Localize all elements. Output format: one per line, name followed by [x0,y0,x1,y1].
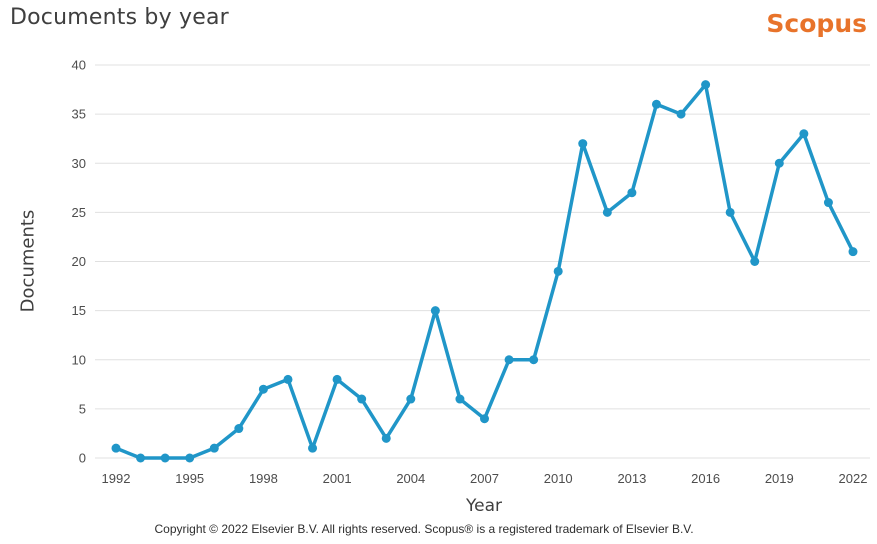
x-tick-label: 2022 [839,471,868,486]
x-tick-label: 1998 [249,471,278,486]
data-point[interactable] [651,99,661,109]
data-point[interactable] [430,306,440,316]
x-tick-label: 1995 [175,471,204,486]
data-point[interactable] [308,443,318,453]
y-tick-label: 30 [72,156,86,171]
data-point[interactable] [381,433,391,443]
data-point[interactable] [602,207,612,217]
x-tick-label: 2010 [544,471,573,486]
data-point[interactable] [160,453,170,463]
data-point[interactable] [480,414,489,424]
x-tick-label: 2001 [323,471,352,486]
data-point[interactable] [725,207,735,217]
data-point[interactable] [504,355,514,365]
data-point[interactable] [799,129,809,139]
data-point[interactable] [848,247,858,257]
x-tick-label: 2004 [396,471,425,486]
y-tick-label: 20 [72,254,86,269]
x-tick-label: 2016 [691,471,720,486]
y-tick-label: 25 [72,205,86,220]
data-point[interactable] [823,198,833,208]
series-line [114,82,855,460]
scopus-logo[interactable]: Scopus [766,9,867,38]
x-tick-label: 2019 [765,471,794,486]
y-tick-label: 5 [79,401,86,416]
copyright-text: Copyright © 2022 Elsevier B.V. All right… [154,522,694,536]
data-point[interactable] [136,453,146,463]
data-point[interactable] [529,355,539,365]
data-point[interactable] [185,453,195,463]
data-point[interactable] [406,394,416,404]
y-tick-label: 0 [79,451,86,466]
data-point[interactable] [553,266,563,276]
data-point[interactable] [283,374,293,384]
page-title: Documents by year [10,5,229,30]
x-axis-title: Year [466,496,502,516]
data-point[interactable] [701,80,711,90]
y-tick-label: 35 [72,107,86,122]
y-tick-label: 10 [72,352,86,367]
x-tick-label: 2013 [617,471,646,486]
data-point[interactable] [750,257,760,266]
y-tick-label: 40 [72,58,86,73]
data-point[interactable] [332,374,342,384]
data-point[interactable] [774,158,784,168]
data-point[interactable] [676,109,686,119]
data-point[interactable] [455,394,465,404]
data-point[interactable] [258,384,268,394]
data-point[interactable] [234,424,244,434]
data-point[interactable] [209,443,219,453]
y-tick-label: 15 [72,303,86,318]
data-point[interactable] [357,394,367,404]
x-tick-label: 1992 [102,471,131,486]
x-tick-label: 2007 [470,471,499,486]
data-point[interactable] [578,139,588,149]
data-point[interactable] [111,443,121,453]
data-point[interactable] [627,188,637,198]
